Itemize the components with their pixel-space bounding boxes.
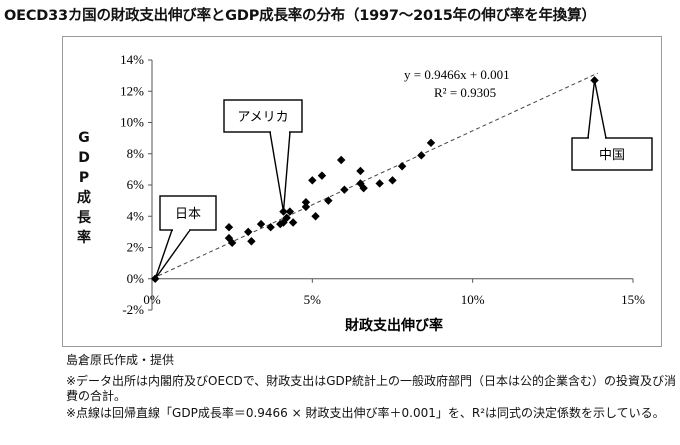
- callout-label: 中国: [599, 148, 625, 163]
- y-tick-label: 12%: [120, 83, 144, 98]
- y-tick-label: -2%: [122, 302, 144, 317]
- data-point: [276, 219, 285, 229]
- data-point: [256, 219, 266, 229]
- data-points: [151, 76, 599, 283]
- x-tick-label: 5%: [304, 292, 322, 307]
- source-credit: 島倉原氏作成・提供: [66, 353, 175, 367]
- data-point: [388, 176, 397, 185]
- data-point: [336, 155, 346, 165]
- callout-label: アメリカ: [237, 110, 288, 125]
- data-point: [279, 218, 288, 227]
- y-axis-label-char: 率: [77, 230, 91, 246]
- data-point: [356, 166, 365, 176]
- data-point: [227, 238, 237, 248]
- data-point: [340, 185, 349, 194]
- footnote-regression: ※点線は回帰直線「GDP成長率＝0.9466 × 財政支出伸び率＋0.001」を…: [66, 406, 665, 420]
- callout-usa: アメリカ: [223, 99, 303, 212]
- data-point: [426, 138, 436, 148]
- y-tick-label: 10%: [120, 115, 144, 130]
- chart-title: OECD33カ国の財政支出伸び率とGDP成長率の分布（1997〜2015年の伸び…: [4, 8, 596, 24]
- y-tick-label: 0%: [127, 271, 145, 286]
- y-tick-label: 14%: [120, 52, 144, 67]
- chart-frame: [62, 36, 662, 347]
- data-point: [282, 213, 291, 223]
- data-point: [359, 183, 368, 193]
- x-tick-label: 10%: [461, 292, 485, 307]
- y-axis-label-char: G: [78, 130, 90, 146]
- x-tick-label: 15%: [621, 292, 645, 307]
- r-squared-label: R² = 0.9305: [434, 85, 496, 100]
- callout-pointer: [269, 131, 291, 212]
- y-tick-label: 2%: [127, 240, 145, 255]
- data-point: [356, 179, 365, 188]
- y-axis-ticks: -2% 0% 2% 4% 6% 8% 10% 12% 14%: [120, 52, 152, 317]
- x-axis-label: 財政支出伸び率: [344, 317, 443, 334]
- y-axis-label-char: P: [78, 170, 90, 186]
- callout-china: 中国: [571, 80, 653, 171]
- regression-equation: y = 0.9466x + 0.001: [404, 67, 510, 82]
- y-tick-label: 4%: [127, 208, 145, 223]
- y-tick-label: 6%: [127, 177, 145, 192]
- data-point: [285, 207, 295, 216]
- data-point: [301, 197, 311, 207]
- x-axis-ticks: 0% 5% 10% 15%: [143, 278, 645, 307]
- footnote-data-source: ※データ出所は内閣府及びOECDで、財政支出はGDP統計上の一般政府部門（日本は…: [66, 374, 677, 403]
- y-axis-label-char: 長: [77, 210, 91, 226]
- callout-box: [571, 137, 653, 171]
- data-point: [311, 212, 320, 221]
- data-point: [324, 196, 333, 205]
- data-point: [317, 171, 327, 180]
- trend-line: [151, 72, 598, 280]
- y-axis-label-char: 成: [77, 190, 91, 206]
- data-point: [397, 162, 407, 171]
- callout-label: 日本: [175, 207, 201, 222]
- callout-box: [223, 99, 303, 133]
- y-axis-label-char: D: [78, 150, 90, 166]
- data-point: [266, 222, 275, 232]
- callout-box: [159, 195, 217, 231]
- data-point: [417, 151, 426, 160]
- data-point: [224, 222, 234, 232]
- callout-japan: 日本: [154, 195, 217, 280]
- callout-pointer: [154, 229, 192, 280]
- data-point: [247, 237, 256, 246]
- data-point: [301, 202, 311, 212]
- data-point: [288, 218, 298, 227]
- data-point: [375, 179, 384, 188]
- data-point: [308, 176, 317, 185]
- callout-pointer: [587, 80, 607, 139]
- y-tick-label: 8%: [127, 146, 145, 161]
- data-point: [244, 227, 253, 237]
